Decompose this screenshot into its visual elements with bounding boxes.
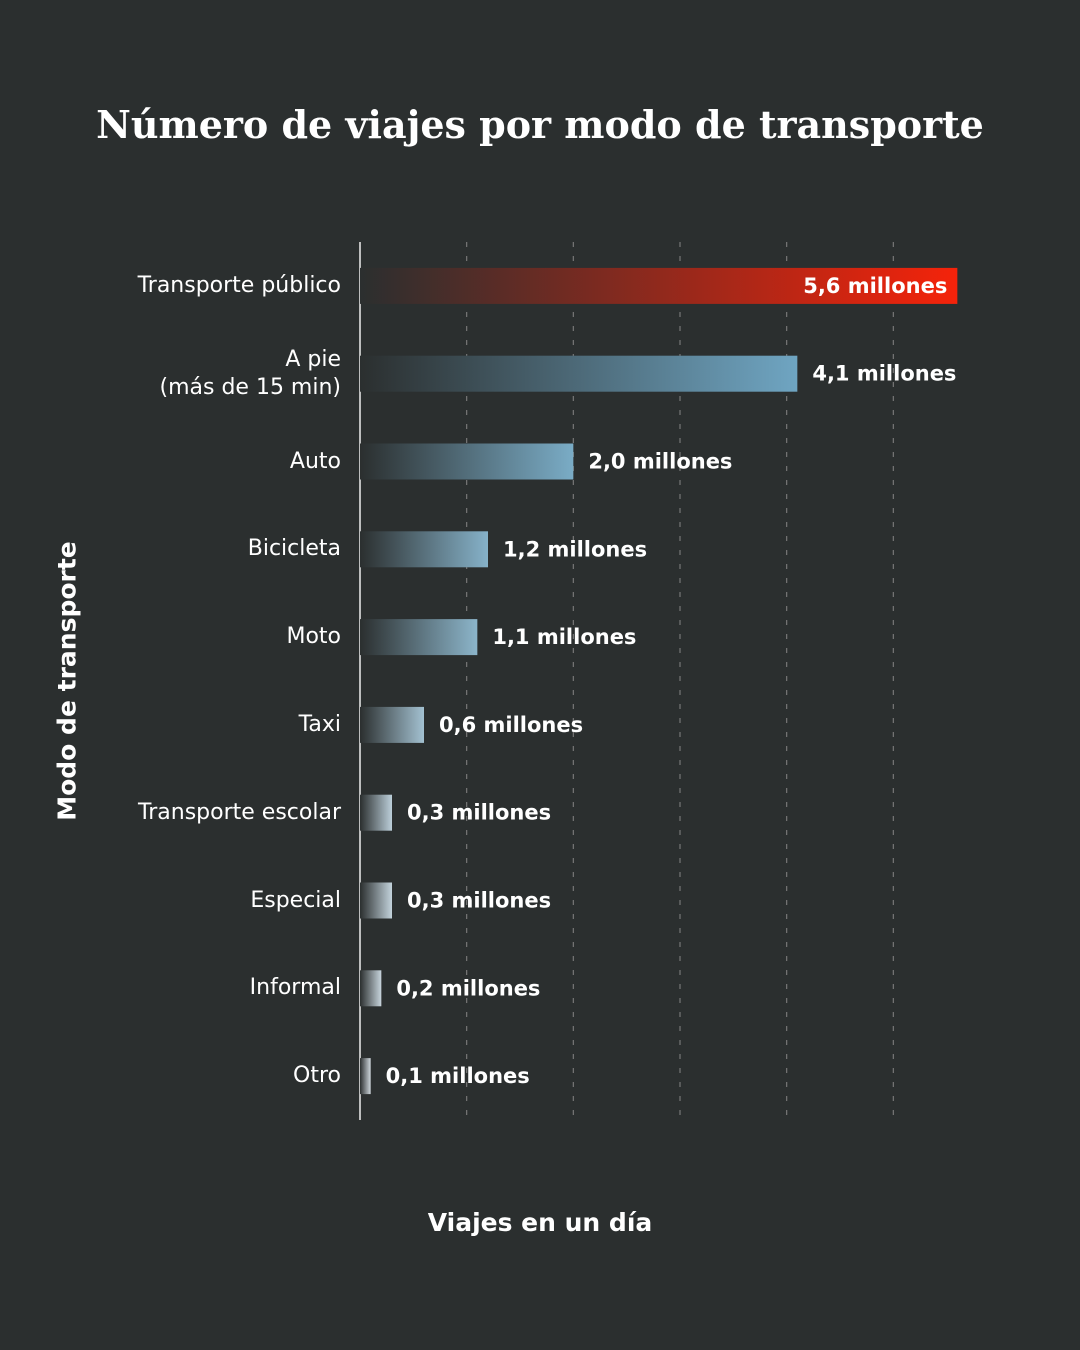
value-label: 0,1 millones bbox=[386, 1064, 530, 1088]
y-tick-label: Transporte público bbox=[137, 272, 341, 298]
y-tick-label: Informal bbox=[249, 975, 341, 1001]
chart-title: Número de viajes por modo de transporte bbox=[96, 102, 984, 147]
bar bbox=[360, 1058, 371, 1095]
value-label: 5,6 millones bbox=[803, 274, 947, 298]
y-tick-label: Moto bbox=[286, 624, 341, 650]
bar bbox=[360, 355, 798, 392]
y-tick-label: Taxi bbox=[298, 711, 341, 737]
bar bbox=[360, 443, 574, 480]
bar bbox=[360, 619, 478, 656]
bar bbox=[360, 531, 488, 568]
bar bbox=[360, 794, 392, 831]
value-label: 0,6 millones bbox=[439, 713, 583, 737]
bar bbox=[360, 882, 392, 919]
y-tick-label: Especial bbox=[250, 887, 341, 913]
value-label: 4,1 millones bbox=[812, 362, 956, 386]
bar bbox=[360, 970, 382, 1007]
bar bbox=[360, 267, 958, 304]
y-tick-label: Auto bbox=[289, 448, 341, 474]
value-label: 1,1 millones bbox=[492, 625, 636, 649]
value-label: 0,3 millones bbox=[407, 801, 551, 825]
value-label: 2,0 millones bbox=[588, 450, 732, 474]
y-tick-label: Bicicleta bbox=[247, 536, 341, 562]
value-label: 0,3 millones bbox=[407, 889, 551, 913]
x-axis-title: Viajes en un día bbox=[427, 1208, 653, 1237]
y-axis-title: Modo de transporte bbox=[52, 541, 82, 821]
value-label: 1,2 millones bbox=[503, 537, 647, 561]
y-tick-label: Otro bbox=[293, 1063, 341, 1089]
y-tick-label: Transporte escolar bbox=[138, 799, 341, 825]
value-label: 0,2 millones bbox=[396, 976, 540, 1000]
bar bbox=[360, 706, 424, 743]
y-tick-label: A pie (más de 15 min) bbox=[159, 346, 342, 400]
